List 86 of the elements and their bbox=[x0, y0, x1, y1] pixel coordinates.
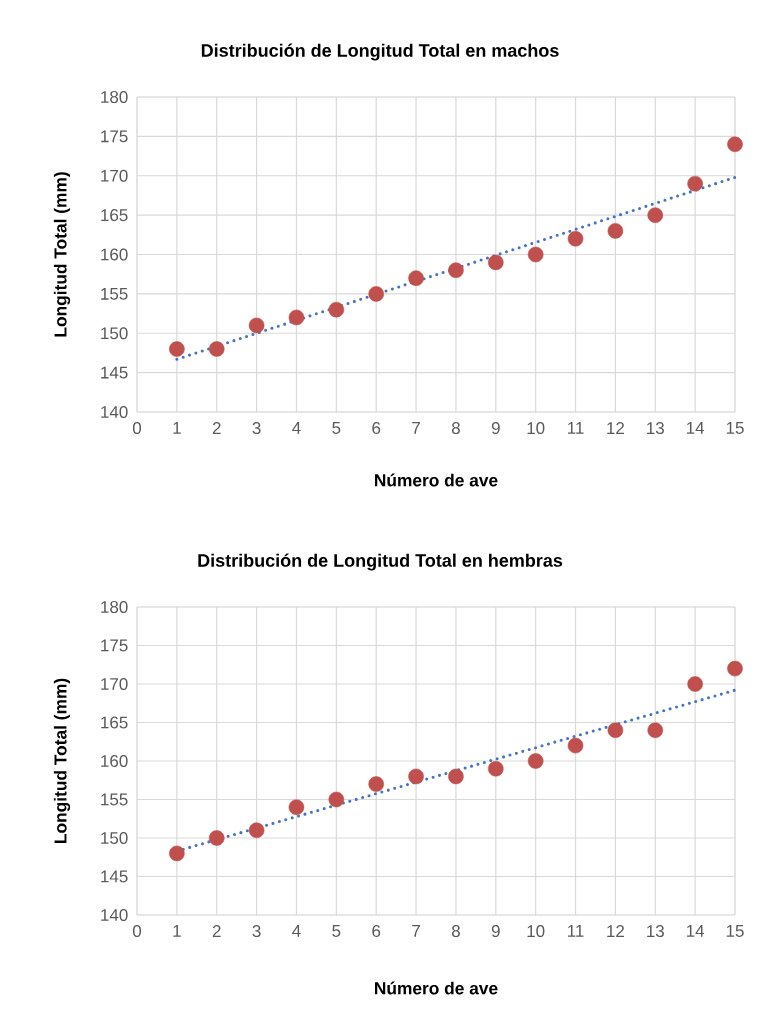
point bbox=[248, 317, 265, 334]
point bbox=[328, 301, 345, 318]
x-tick-label: 5 bbox=[332, 422, 341, 434]
point bbox=[647, 722, 664, 738]
point bbox=[448, 262, 464, 279]
x-tick-label: 6 bbox=[372, 422, 381, 435]
point bbox=[368, 776, 384, 792]
y-tick-label: 140 bbox=[101, 908, 128, 922]
point bbox=[687, 676, 703, 692]
x-tick-label: 5 bbox=[332, 925, 341, 937]
y-tick-label: 145 bbox=[101, 870, 128, 883]
y-tick-label: 170 bbox=[101, 677, 128, 691]
x-tick-label: 0 bbox=[132, 422, 142, 435]
point bbox=[527, 753, 544, 769]
x-tick-label: 0 bbox=[132, 925, 142, 938]
point bbox=[527, 246, 544, 263]
x-tick-label: 2 bbox=[212, 422, 221, 434]
x-tick-label: 3 bbox=[252, 422, 261, 435]
y-tick-label: 175 bbox=[101, 639, 128, 652]
point bbox=[727, 660, 743, 677]
point bbox=[169, 845, 185, 862]
point bbox=[607, 722, 624, 738]
y-axis-title: Longitud Total (mm) bbox=[53, 678, 71, 843]
point bbox=[288, 799, 305, 815]
y-tick-label: 170 bbox=[101, 169, 128, 182]
x-tick-label: 9 bbox=[491, 422, 500, 435]
y-tick-label: 165 bbox=[101, 716, 128, 729]
x-tick-label: 13 bbox=[647, 422, 664, 435]
x-tick-label: 15 bbox=[726, 422, 744, 434]
x-axis-title: Número de ave bbox=[375, 473, 498, 487]
point bbox=[408, 270, 424, 286]
point bbox=[288, 309, 305, 326]
y-tick-label: 145 bbox=[101, 366, 128, 379]
point bbox=[607, 223, 624, 239]
x-tick-label: 3 bbox=[252, 925, 261, 938]
x-tick-label: 1 bbox=[173, 422, 181, 434]
point bbox=[488, 760, 504, 777]
x-tick-label: 12 bbox=[607, 925, 624, 937]
point bbox=[408, 768, 424, 785]
point bbox=[687, 175, 703, 192]
x-tick-label: 14 bbox=[686, 422, 705, 434]
x-tick-label: 15 bbox=[726, 925, 744, 937]
x-tick-label: 6 bbox=[372, 925, 381, 938]
y-tick-label: 160 bbox=[101, 248, 128, 261]
y-tick-label: 180 bbox=[101, 90, 128, 104]
chart-title: Distribución de Longitud Total en machos bbox=[201, 43, 559, 61]
x-tick-label: 12 bbox=[607, 422, 624, 434]
point bbox=[727, 136, 743, 153]
x-tick-label: 10 bbox=[527, 925, 545, 938]
x-axis-title: Número de ave bbox=[375, 981, 498, 995]
x-tick-label: 10 bbox=[527, 422, 545, 435]
x-tick-label: 8 bbox=[451, 422, 460, 435]
point bbox=[567, 230, 584, 247]
point bbox=[647, 207, 664, 223]
x-tick-label: 7 bbox=[412, 422, 420, 434]
y-tick-label: 175 bbox=[101, 130, 128, 143]
y-tick-label: 165 bbox=[101, 209, 128, 222]
y-tick-label: 140 bbox=[101, 405, 128, 419]
x-tick-label: 8 bbox=[451, 925, 460, 938]
x-tick-label: 4 bbox=[292, 422, 301, 434]
y-tick-label: 155 bbox=[101, 287, 128, 300]
point bbox=[448, 768, 464, 785]
x-tick-label: 13 bbox=[647, 925, 664, 938]
y-tick-label: 155 bbox=[101, 793, 128, 806]
x-tick-label: 11 bbox=[568, 422, 584, 434]
y-tick-label: 160 bbox=[101, 754, 128, 768]
point bbox=[328, 791, 345, 808]
y-tick-label: 150 bbox=[101, 831, 128, 845]
x-tick-label: 1 bbox=[173, 925, 181, 937]
point bbox=[248, 822, 265, 839]
y-axis-title: Longitud Total (mm) bbox=[53, 172, 71, 337]
x-tick-label: 9 bbox=[491, 925, 500, 938]
chart-title: Distribución de Longitud Total en hembras bbox=[198, 553, 563, 571]
point bbox=[368, 286, 384, 302]
x-tick-label: 7 bbox=[412, 925, 420, 937]
x-tick-label: 14 bbox=[686, 925, 705, 937]
point bbox=[169, 341, 185, 357]
y-tick-label: 150 bbox=[101, 327, 128, 340]
point bbox=[567, 737, 584, 754]
x-tick-label: 11 bbox=[568, 925, 584, 937]
point bbox=[208, 830, 225, 846]
point bbox=[488, 254, 504, 271]
point bbox=[208, 341, 225, 357]
x-tick-label: 2 bbox=[212, 925, 221, 937]
x-tick-label: 4 bbox=[292, 925, 301, 937]
y-tick-label: 180 bbox=[101, 600, 128, 614]
